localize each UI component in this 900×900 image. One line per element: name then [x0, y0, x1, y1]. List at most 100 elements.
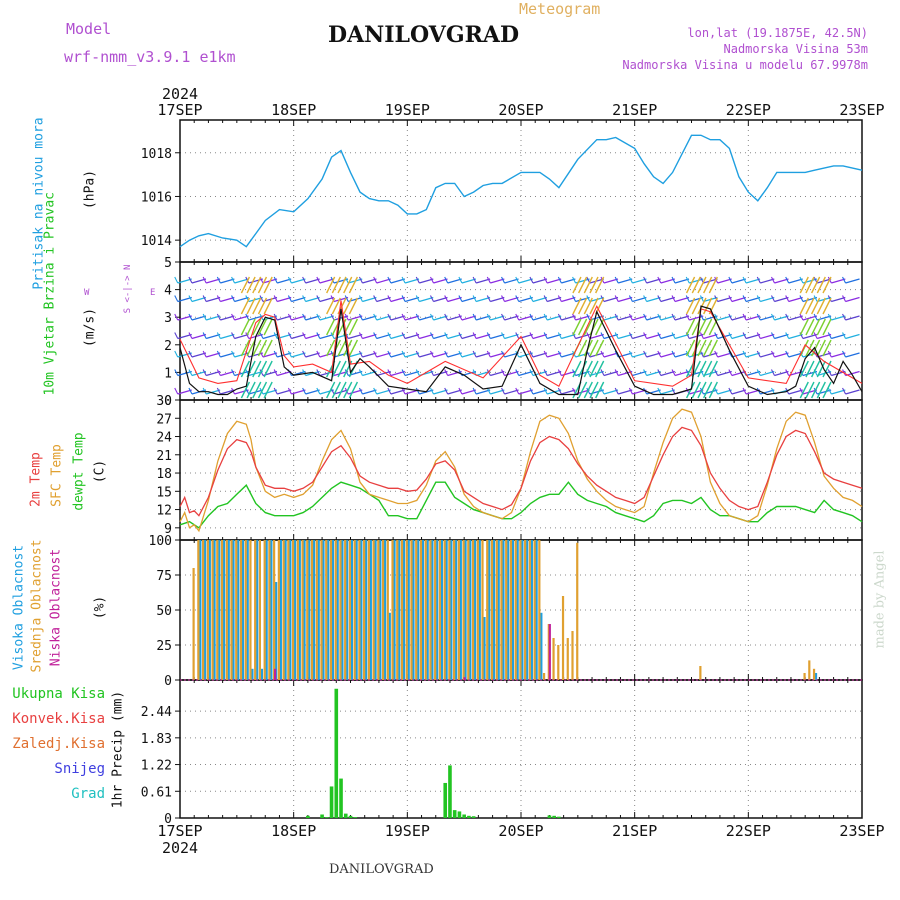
wind-barb-flag	[600, 295, 605, 302]
y-tick-label: 2.44	[141, 705, 172, 720]
wind-barb-strong	[257, 318, 268, 336]
precip-bar	[443, 782, 448, 818]
wind-barb-strong	[811, 297, 821, 315]
wind-barb	[674, 315, 690, 321]
wind-barb-strong	[708, 276, 718, 294]
wind-barb	[390, 278, 406, 284]
wind-barb-flag	[316, 387, 321, 395]
y-tick-label: 27	[156, 412, 172, 427]
wind-barb-flag	[188, 369, 193, 376]
wind-barb-flag	[358, 369, 363, 376]
wind-barb-flag	[401, 369, 406, 376]
wind-barb-strong	[805, 318, 815, 336]
wind-barb	[376, 333, 391, 340]
wind-barb-strong	[331, 276, 341, 294]
wind-barb-flag	[557, 387, 562, 395]
wind-barb	[745, 352, 761, 358]
x-tick-label-top: 22SEP	[726, 101, 771, 119]
cloud-bar	[440, 540, 443, 680]
wind-barb	[475, 315, 491, 321]
wind-barb	[319, 315, 334, 321]
cloud-bar	[812, 668, 816, 680]
wind-barb-flag	[429, 369, 434, 376]
lonlat-label: lon,lat (19.1875E, 42.5N)	[687, 26, 868, 40]
wind-barb-flag	[429, 276, 434, 284]
y-tick-label: 1014	[141, 234, 172, 249]
wind-barb	[376, 370, 391, 377]
cloud-bar	[216, 540, 219, 680]
wind-barb-strong	[331, 381, 341, 399]
wind-barb	[461, 296, 477, 303]
wind-barb	[646, 352, 661, 358]
wind-barb	[760, 278, 775, 284]
wind-barb	[618, 296, 633, 303]
wind-barb-strong	[708, 381, 718, 399]
cloud-bar	[388, 612, 391, 680]
wind-barb-flag	[557, 332, 562, 339]
legend-total-rain: Ukupna Kisa	[12, 686, 105, 702]
y-tick-label: 0	[164, 812, 172, 827]
wind-barb-flag	[501, 387, 506, 395]
wind-barb	[205, 315, 221, 321]
cloud-bar	[246, 540, 249, 680]
wind-barb-flag	[671, 350, 676, 358]
cloud-bar	[402, 540, 406, 680]
cloud-bar	[331, 540, 335, 680]
wind-barb-strong	[805, 360, 815, 378]
wind-barb-strong	[816, 381, 826, 399]
wind-barb-flag	[429, 332, 434, 339]
wind-barb-flag	[813, 295, 818, 302]
temp-unit: (C)	[92, 459, 108, 484]
wind-barb	[717, 278, 732, 284]
wind-barb-flag	[316, 369, 321, 376]
wind-barb	[248, 352, 263, 358]
wind-barb-flag	[401, 276, 406, 284]
wind-barb	[632, 296, 647, 303]
wind-barb-flag	[287, 276, 292, 284]
wind-barb-strong	[326, 276, 336, 294]
cloud-bar	[542, 673, 546, 680]
wind-barb	[447, 389, 462, 395]
wind-barb-flag	[401, 350, 406, 358]
wind-barb-flag	[714, 350, 719, 358]
wind-barb	[504, 333, 519, 340]
wind-barb-flag	[231, 332, 236, 339]
cloud-bar	[443, 540, 446, 680]
wind-barb	[561, 352, 576, 358]
wind-barb	[248, 315, 263, 321]
wind-barb	[490, 296, 505, 303]
wind-barb-flag	[756, 295, 761, 302]
wind-barb-flag	[486, 313, 491, 321]
wind-barb-strong	[703, 297, 713, 315]
cloud-bar	[254, 540, 257, 680]
wind-barb	[674, 278, 690, 284]
wind-barb	[731, 389, 747, 395]
x-tick-label-top: 17SEP	[157, 101, 202, 119]
wind-barb-strong	[337, 339, 347, 357]
wind-barb	[234, 278, 249, 284]
wind-barb	[532, 352, 548, 358]
wind-barb	[731, 278, 747, 284]
wind-barb	[475, 352, 491, 358]
wind-barb-strong	[348, 297, 359, 315]
wind-barb-flag	[572, 369, 577, 376]
wind-barb-flag	[557, 276, 562, 284]
cloud-bar	[282, 540, 285, 680]
wind-barb-flag	[302, 295, 307, 302]
wind-barb-strong	[577, 360, 588, 378]
wind-barb	[220, 352, 235, 358]
wind-barb-strong	[257, 297, 268, 315]
wind-barb-flag	[572, 295, 577, 302]
wind-barb	[532, 315, 548, 321]
wind-barb	[319, 296, 334, 303]
wind-barb-strong	[703, 339, 713, 357]
wind-barb-flag	[671, 332, 676, 339]
wind-barb-flag	[373, 276, 378, 284]
wind-barb-flag	[529, 350, 534, 358]
wind-barb-flag	[643, 276, 648, 284]
wind-barb-strong	[246, 297, 256, 315]
wind-barb-flag	[770, 332, 775, 339]
cloud-bar	[393, 540, 396, 680]
wind-barb	[433, 352, 448, 358]
wind-barb	[774, 333, 789, 340]
